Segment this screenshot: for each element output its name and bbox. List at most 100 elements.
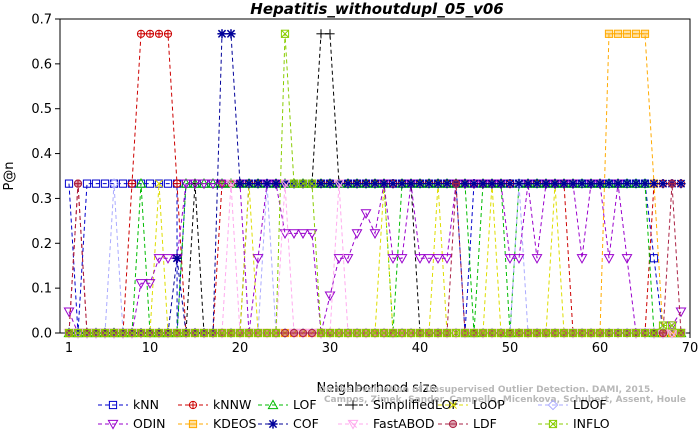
legend-item-kdeos: KDEOS [178, 416, 257, 431]
data-point [118, 179, 128, 188]
data-point [460, 328, 470, 338]
data-point [433, 179, 443, 189]
data-point [432, 254, 444, 264]
data-point [514, 328, 524, 338]
legend-swatch-marker [449, 401, 457, 409]
data-point [397, 179, 407, 189]
legend: kNN kNNW LOF SimplifiedLOF LoOP LDOF ODIN KDEOS… [98, 397, 610, 431]
data-point [235, 179, 245, 189]
data-point [675, 307, 687, 318]
data-point [145, 29, 155, 38]
data-point [613, 179, 623, 189]
data-point [379, 179, 389, 189]
data-point [307, 179, 317, 188]
series-line [69, 183, 681, 334]
data-point [334, 328, 344, 338]
data-point [396, 254, 408, 264]
data-point [351, 229, 363, 239]
data-point [622, 179, 632, 189]
data-point [279, 179, 291, 190]
data-point [235, 328, 245, 338]
y-tick-label: 0.0 [31, 327, 52, 342]
data-point [604, 328, 614, 338]
data-point [306, 229, 318, 239]
data-point [478, 179, 488, 189]
data-point [469, 179, 479, 189]
data-point [153, 254, 165, 264]
data-point [469, 328, 479, 338]
data-point [127, 179, 137, 188]
data-point [532, 328, 542, 338]
data-point [541, 328, 551, 338]
data-point [388, 328, 398, 338]
data-point [369, 229, 381, 239]
data-point [550, 179, 560, 189]
legend-item-odin: ODIN [98, 416, 166, 431]
data-point [550, 328, 560, 338]
data-point [262, 179, 272, 189]
legend-swatch-marker [107, 419, 119, 430]
data-point [82, 179, 92, 188]
data-point [225, 179, 237, 190]
data-point [199, 328, 209, 338]
data-point [298, 328, 308, 338]
data-point [73, 179, 83, 188]
x-tick-label: 30 [322, 341, 339, 356]
data-point [496, 328, 506, 338]
data-point [523, 328, 533, 338]
data-point [154, 29, 164, 38]
data-point [388, 179, 398, 189]
legend-label: LoOP [473, 397, 505, 412]
data-point [342, 254, 354, 264]
chart-title: Hepatitis_withoutdupl_05_v06 [250, 0, 503, 18]
data-point [478, 328, 488, 338]
data-point [189, 179, 201, 190]
data-point [145, 328, 155, 338]
y-tick-label: 0.6 [31, 57, 52, 72]
data-point [226, 29, 236, 39]
data-point [631, 328, 641, 338]
data-point [451, 179, 461, 188]
legend-label: INFLO [573, 416, 610, 431]
data-point [406, 328, 416, 338]
legend-swatch-marker [108, 400, 118, 410]
y-tick-label: 0.5 [31, 102, 52, 117]
data-point [622, 29, 632, 38]
legend-label: LOF [293, 397, 317, 412]
legend-item-loop: LoOP [438, 397, 505, 412]
data-point [324, 291, 336, 302]
legend-label: COF [293, 416, 319, 431]
data-point [136, 29, 146, 38]
y-tick-label: 0.3 [31, 192, 52, 207]
data-point [406, 179, 416, 189]
data-point [640, 179, 650, 189]
legend-item-cof: COF [258, 416, 319, 431]
data-point [504, 254, 516, 264]
data-point [568, 179, 578, 189]
data-point [415, 328, 425, 338]
data-point [216, 179, 228, 190]
data-point [640, 328, 650, 338]
data-point [523, 179, 533, 189]
x-tick-label: 50 [502, 341, 519, 356]
data-point [289, 179, 299, 188]
data-point [631, 29, 641, 38]
legend-item-knnw: kNNW [178, 397, 251, 412]
data-point [73, 328, 83, 338]
data-point [163, 328, 173, 338]
legend-label: SimplifiedLOF [373, 397, 459, 412]
legend-label: LDF [473, 416, 497, 431]
legend-item-simplifiedlof: SimplifiedLOF [338, 397, 459, 412]
legend-swatch-marker [348, 400, 358, 410]
data-point [162, 254, 174, 264]
data-point [271, 328, 281, 338]
data-point [487, 328, 497, 338]
data-point [208, 328, 218, 338]
x-tick-label: 10 [142, 341, 159, 356]
legend-swatch-marker [188, 419, 198, 429]
data-point [531, 254, 543, 264]
x-tick-label: 40 [412, 341, 429, 356]
series-layer [63, 29, 687, 339]
data-point [595, 179, 605, 189]
